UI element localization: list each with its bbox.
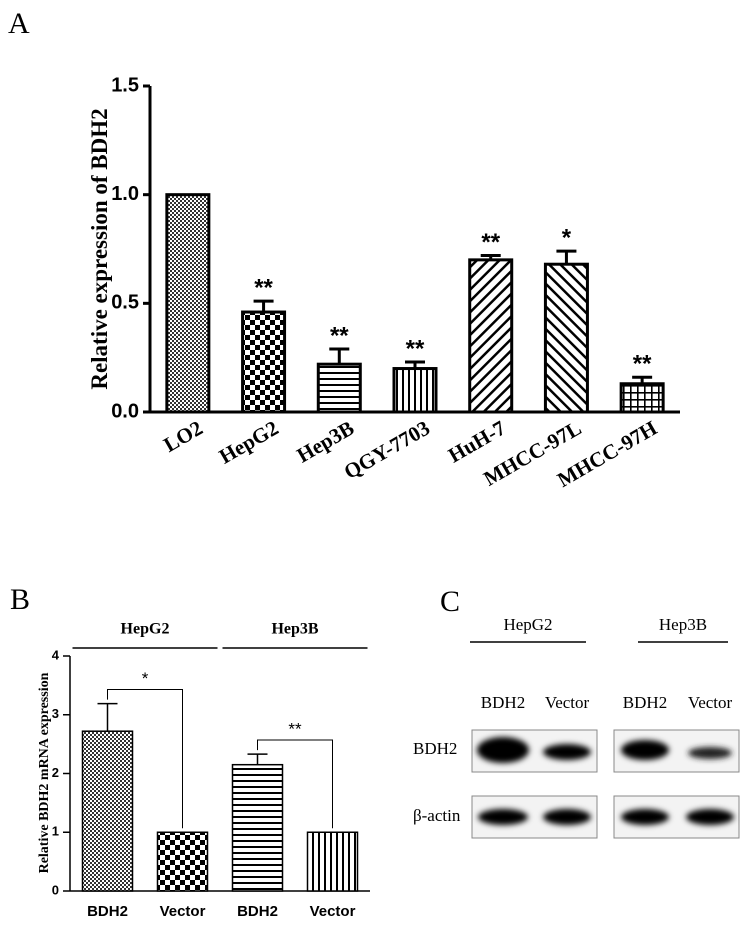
bar: [156, 831, 209, 892]
significance: *: [142, 669, 149, 688]
blot-group: Hep3B: [659, 615, 707, 634]
row-label: β-actin: [413, 806, 461, 825]
band: [543, 809, 591, 825]
y-tick-label: 1: [52, 824, 59, 839]
bar: [231, 763, 284, 892]
y-tick-label: 3: [52, 706, 59, 721]
x-tick-label: Vector: [310, 903, 356, 920]
bar: [165, 193, 211, 414]
bar: [316, 362, 362, 414]
x-tick-label: BDH2: [237, 903, 278, 920]
row-label: BDH2: [413, 739, 457, 758]
error-bar: [329, 347, 350, 365]
x-tick-label: HepG2: [215, 416, 283, 469]
significance: *: [562, 225, 572, 252]
group-label: Hep3B: [271, 621, 318, 638]
x-tick-label: LO2: [159, 416, 206, 457]
bar: [81, 730, 134, 892]
lane-label: Vector: [545, 693, 590, 712]
x-tick-label: BDH2: [87, 903, 128, 920]
error-bar: [480, 254, 501, 260]
band: [478, 809, 528, 825]
error-bar: [632, 375, 653, 384]
band: [621, 809, 669, 825]
y-tick-label: 0.5: [111, 292, 139, 314]
significance: **: [288, 719, 302, 738]
blot: HepG2 Hep3B BDH2 Vector BDH2 Vector BDH2…: [413, 615, 740, 839]
band: [688, 747, 732, 759]
panel-label: C: [440, 585, 460, 618]
bar: [241, 310, 287, 414]
bar: [619, 382, 665, 414]
error-bar: [556, 249, 577, 265]
significance: **: [481, 229, 500, 256]
panel-label: B: [10, 583, 30, 616]
bar: [392, 367, 438, 414]
y-tick-label: 0: [52, 882, 59, 897]
error-bar: [405, 360, 425, 369]
x-tick-label: Vector: [160, 903, 206, 920]
panel-label: A: [8, 7, 30, 40]
bracket: [107, 688, 183, 829]
significance: **: [254, 275, 273, 302]
bar: [543, 262, 589, 414]
significance: **: [330, 322, 349, 349]
blot-group: HepG2: [503, 615, 552, 634]
bar: [468, 258, 514, 414]
x-tick-label: QGY-7703: [340, 416, 434, 484]
lane-label: BDH2: [481, 693, 525, 712]
y-tick-label: 2: [52, 765, 59, 780]
lane-label: BDH2: [623, 693, 667, 712]
y-axis-label: Relative expression of BDH2: [87, 108, 112, 390]
band: [543, 744, 591, 760]
y-tick-label: 0.0: [111, 400, 139, 422]
y-tick-label: 1.5: [111, 74, 139, 96]
significance: **: [633, 351, 652, 378]
band: [477, 737, 529, 763]
bracket: [257, 739, 333, 829]
y-axis-label: Relative BDH2 mRNA expression: [37, 672, 52, 874]
lane-label: Vector: [688, 693, 733, 712]
error-bar: [247, 753, 268, 765]
error-bar: [253, 299, 274, 313]
group-label: HepG2: [121, 621, 170, 638]
y-tick-label: 1.0: [111, 183, 139, 205]
y-tick-label: 4: [52, 647, 60, 662]
error-bar: [97, 702, 118, 732]
band: [621, 740, 669, 760]
band: [686, 809, 734, 825]
bar: [306, 831, 359, 892]
significance: **: [406, 335, 425, 362]
